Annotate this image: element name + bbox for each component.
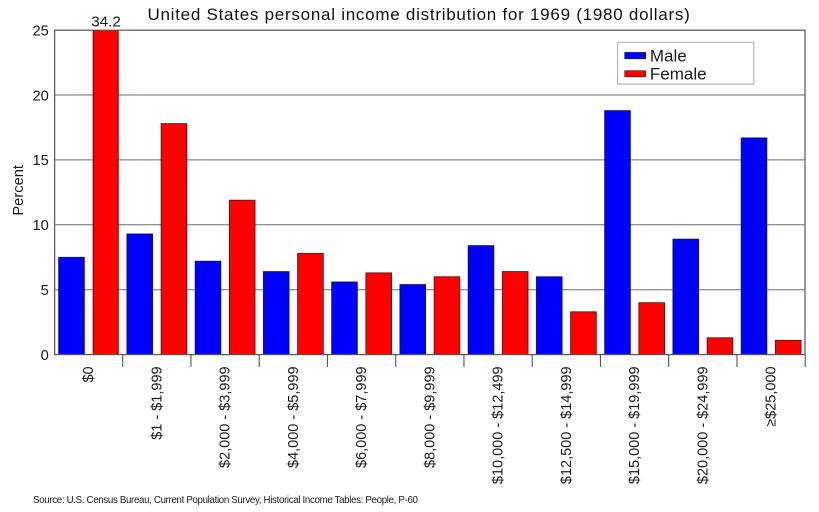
svg-text:Female: Female <box>650 65 707 84</box>
svg-text:10: 10 <box>32 218 48 234</box>
svg-text:$0: $0 <box>81 366 97 382</box>
svg-text:$2,000 - $3,999: $2,000 - $3,999 <box>218 366 234 468</box>
svg-text:Male: Male <box>650 47 687 66</box>
svg-text:$1 - $1,999: $1 - $1,999 <box>149 366 165 439</box>
svg-text:$20,000 - $24,999: $20,000 - $24,999 <box>695 366 711 484</box>
svg-text:$12,500 - $14,999: $12,500 - $14,999 <box>559 366 575 484</box>
svg-text:Percent: Percent <box>11 165 27 216</box>
svg-text:25: 25 <box>32 23 48 39</box>
svg-text:≥$25,000: ≥$25,000 <box>764 366 780 426</box>
svg-text:0: 0 <box>41 348 49 364</box>
svg-text:Source: U.S. Census Bureau, Cu: Source: U.S. Census Bureau, Current Popu… <box>33 495 418 506</box>
svg-text:15: 15 <box>32 153 48 169</box>
svg-text:$8,000 - $9,999: $8,000 - $9,999 <box>422 366 438 468</box>
svg-text:$6,000 - $7,999: $6,000 - $7,999 <box>354 366 370 468</box>
svg-text:United States personal income: United States personal income distributi… <box>147 5 690 24</box>
svg-text:$10,000 - $12,499: $10,000 - $12,499 <box>491 366 507 484</box>
svg-text:5: 5 <box>41 283 49 299</box>
svg-text:34.2: 34.2 <box>91 14 121 31</box>
svg-text:$15,000 - $19,999: $15,000 - $19,999 <box>627 366 643 484</box>
svg-text:20: 20 <box>32 88 48 104</box>
svg-text:$4,000 - $5,999: $4,000 - $5,999 <box>286 366 302 468</box>
